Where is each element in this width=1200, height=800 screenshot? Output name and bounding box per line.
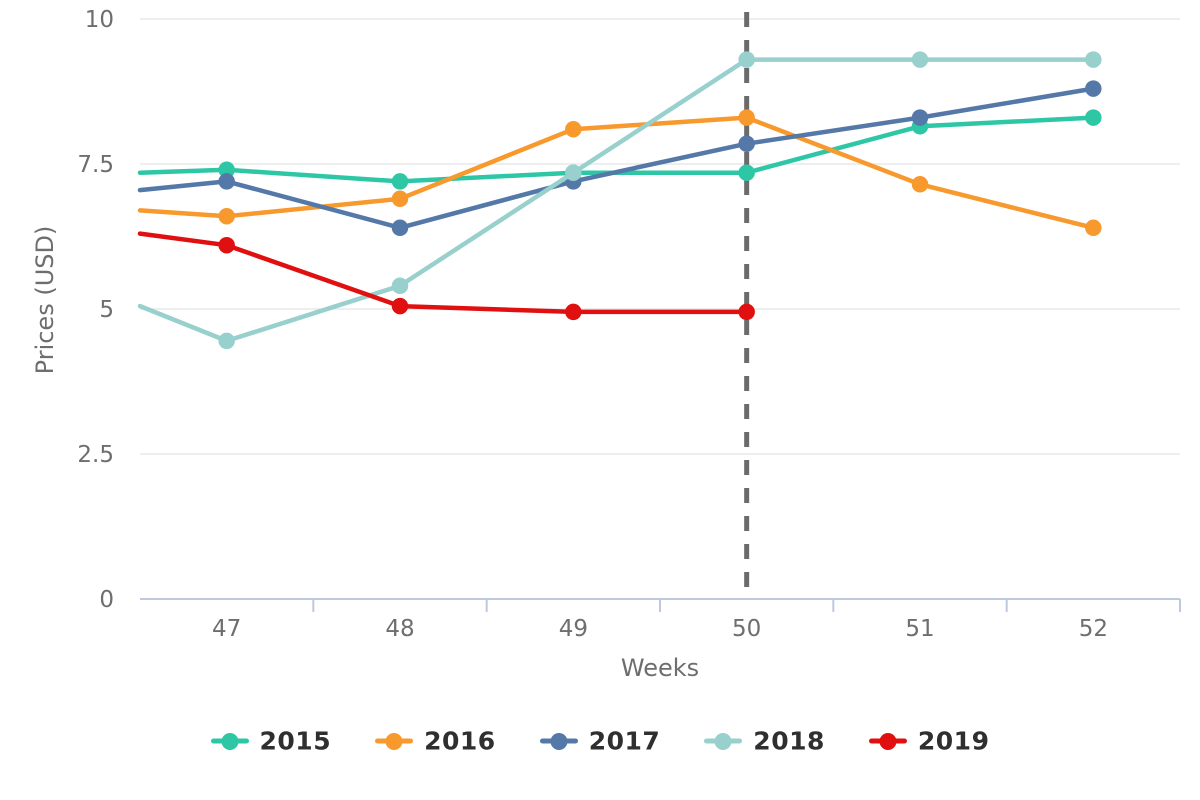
legend: 2015 2016 2017 2018 2019 [0,727,1200,756]
legend-marker-icon [704,732,743,750]
series-line-2017 [137,86,1096,231]
legend-item-2017[interactable]: 2017 [539,726,661,756]
data-point-2016-week-47[interactable] [218,207,235,225]
data-point-2015-week-50[interactable] [738,164,755,181]
legend-item-2015[interactable]: 2015 [210,726,332,756]
x-tick-label-47: 47 [212,616,241,642]
y-axis-title: Prices (USD) [31,225,59,375]
x-axis-title: Weeks [620,654,700,682]
legend-marker-icon [375,732,414,750]
data-point-2016-week-52[interactable] [1085,219,1102,237]
legend-marker-dot-icon [714,732,732,750]
data-point-2018-week-52[interactable] [1085,51,1102,68]
data-point-2017-week-48[interactable] [391,219,409,237]
y-tick-label-0: 0 [99,587,114,613]
data-point-2017-week-50[interactable] [738,135,755,152]
legend-marker-dot-icon [879,732,897,750]
legend-item-label: 2015 [259,726,332,756]
legend-marker-dot-icon [221,732,239,750]
legend-item-2018[interactable]: 2018 [704,727,825,756]
price-line-chart: 47 48 49 50 51 52 0 2.5 5 7.5 10 [77,7,1181,642]
data-point-2019-week-48[interactable] [391,297,409,315]
data-point-2017-week-51[interactable] [911,109,929,126]
y-tick-label-7.5: 7.5 [77,152,114,178]
legend-item-label: 2017 [588,726,661,756]
legend-marker-icon [210,732,249,750]
y-tick-label-5: 5 [99,297,114,323]
x-tick-label-51: 51 [905,616,934,642]
data-point-2015-week-47[interactable] [218,161,235,179]
y-tick-label-2.5: 2.5 [77,442,114,468]
legend-item-2019[interactable]: 2019 [868,726,990,756]
x-tick-label-48: 48 [385,616,414,642]
data-point-2016-week-51[interactable] [911,176,929,193]
data-point-2018-week-49[interactable] [565,164,582,181]
data-point-2018-week-50[interactable] [738,51,755,68]
x-tick-label-49: 49 [559,616,588,642]
data-point-2019-week-49[interactable] [565,303,582,321]
data-point-2015-week-48[interactable] [391,173,409,190]
y-tick-label-10: 10 [85,7,114,33]
data-point-2017-week-47[interactable] [218,173,235,190]
legend-marker-icon [539,732,578,750]
data-point-2015-week-52[interactable] [1085,109,1102,126]
legend-item-label: 2018 [753,726,825,756]
data-point-2016-week-48[interactable] [391,190,409,208]
data-point-2019-week-50[interactable] [738,303,755,321]
legend-marker-dot-icon [385,732,403,750]
data-point-2019-week-47[interactable] [218,236,235,254]
data-point-2017-week-52[interactable] [1085,80,1102,97]
x-tick-label-52: 52 [1079,616,1108,642]
legend-item-2016[interactable]: 2016 [375,727,496,756]
data-point-2018-week-47[interactable] [218,332,235,350]
legend-item-label: 2016 [424,726,496,756]
legend-item-label: 2019 [917,726,990,756]
data-point-2018-week-51[interactable] [911,51,929,68]
series-line-2018 [137,57,1096,344]
x-tick-label-50: 50 [732,616,761,642]
legend-marker-icon [868,732,907,750]
data-point-2016-week-49[interactable] [565,120,582,138]
legend-marker-dot-icon [550,732,568,750]
data-point-2016-week-50[interactable] [738,109,755,126]
data-point-2018-week-48[interactable] [391,277,409,295]
